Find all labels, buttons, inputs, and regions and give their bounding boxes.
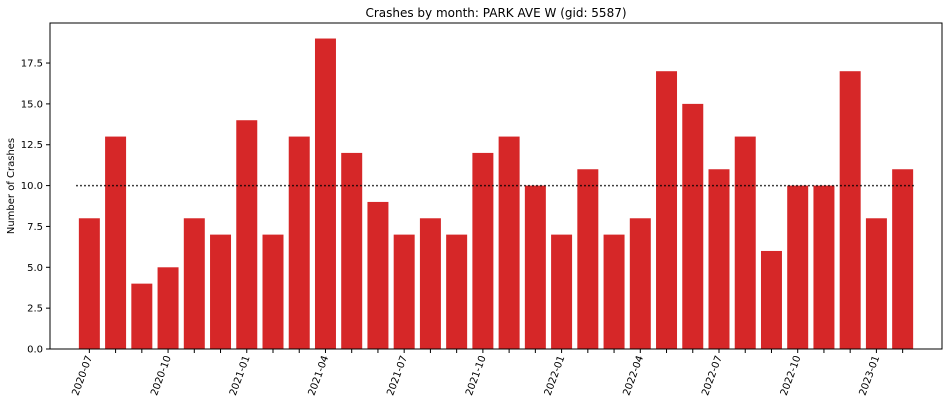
bar-2022-01	[551, 234, 573, 349]
bar-2022-10	[787, 185, 809, 349]
bar-2021-10	[472, 152, 494, 349]
bar-2020-11	[183, 218, 205, 349]
bar-2021-11	[498, 136, 520, 349]
bar-2020-10	[157, 267, 179, 349]
y-axis-ticks: 0.0 2.5 5.0 7.5 10.0 12.5 15.0 17.5	[21, 59, 50, 356]
bar-2020-12	[210, 234, 232, 349]
y-tick-label: 12.5	[21, 140, 43, 151]
x-tick-label: 2022-01	[543, 354, 568, 397]
bar-2023-02	[892, 169, 914, 349]
bar-2022-06	[682, 103, 704, 350]
x-axis-ticks: 2020-07 2020-10 2021-01 2021-04 2021-07 2021-…	[71, 349, 904, 397]
y-axis-label: Number of Crashes	[6, 138, 17, 234]
y-tick-label: 10.0	[21, 181, 43, 192]
y-tick-label: 0.0	[27, 345, 43, 356]
bar-2020-07	[78, 218, 100, 349]
y-tick-label: 2.5	[27, 304, 43, 315]
bar-2021-08	[419, 218, 441, 349]
bar-2021-02	[262, 234, 284, 349]
bar-2022-03	[603, 234, 625, 349]
x-tick-label: 2022-10	[779, 354, 804, 397]
y-tick-label: 7.5	[27, 222, 43, 233]
x-tick-label: 2020-10	[149, 354, 174, 397]
bars-group	[78, 38, 914, 350]
x-tick-label: 2022-07	[700, 354, 725, 397]
x-tick-label: 2023-01	[858, 354, 883, 397]
bar-2022-05	[656, 71, 678, 350]
plot-frame	[49, 22, 943, 350]
x-tick-label: 2021-07	[385, 354, 410, 397]
x-tick-label: 2022-04	[621, 354, 646, 397]
bar-2021-04	[314, 38, 336, 350]
bar-2021-01	[236, 120, 258, 349]
chart-title: Crashes by month: PARK AVE W (gid: 5587)	[365, 6, 626, 20]
bar-2022-09	[760, 250, 782, 349]
bar-2022-11	[813, 185, 835, 349]
bar-2021-03	[288, 136, 310, 349]
x-tick-label: 2021-01	[228, 354, 253, 397]
bar-2022-08	[734, 136, 756, 349]
y-tick-label: 15.0	[21, 99, 43, 110]
bar-2021-12	[524, 185, 546, 349]
bar-2022-02	[577, 169, 599, 349]
bar-2021-06	[367, 201, 389, 349]
y-tick-label: 5.0	[27, 263, 43, 274]
bar-2022-07	[708, 169, 730, 349]
x-tick-label: 2021-10	[464, 354, 489, 397]
y-tick-label: 17.5	[21, 59, 43, 70]
x-tick-label: 2021-04	[307, 354, 332, 397]
x-tick-label: 2020-07	[71, 354, 96, 397]
bar-2022-04	[629, 218, 651, 349]
bar-2021-09	[446, 234, 468, 349]
bar-2023-01	[865, 218, 887, 349]
bar-2021-05	[341, 152, 363, 349]
bar-2022-12	[839, 71, 861, 350]
bar-2020-08	[105, 136, 127, 349]
bar-2020-09	[131, 283, 153, 349]
bar-2021-07	[393, 234, 415, 349]
